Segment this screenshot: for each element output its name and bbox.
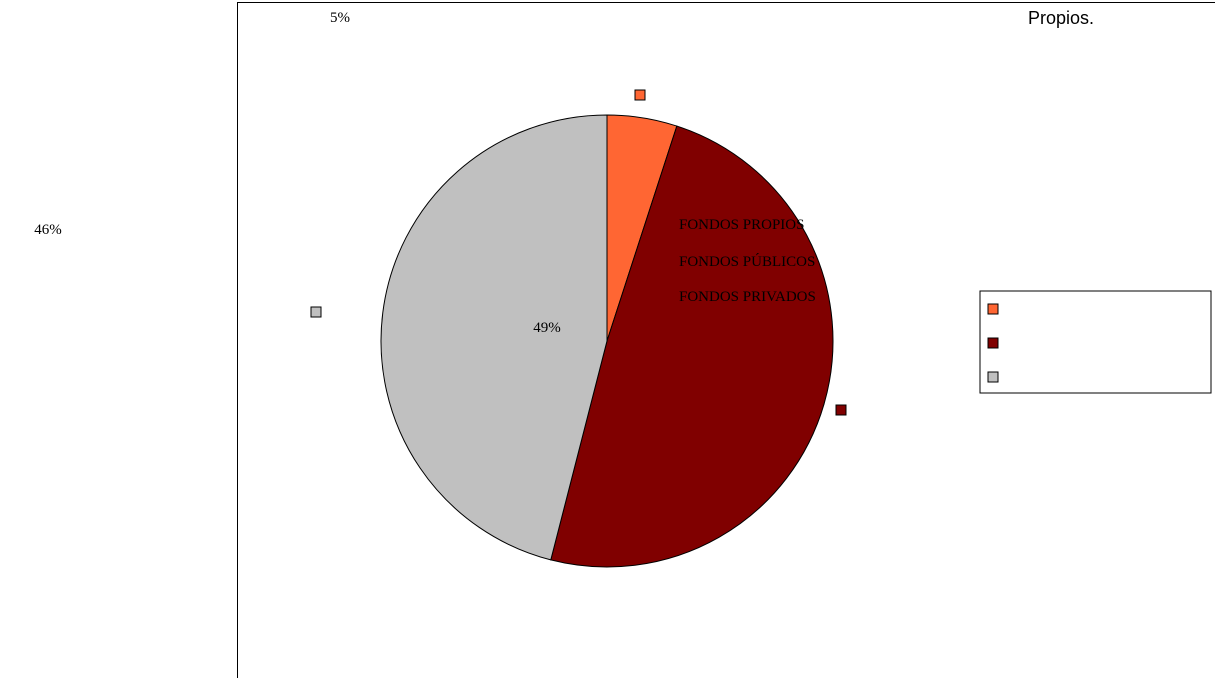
legend [979,290,1212,394]
data-label-0: 5% [330,10,350,26]
pie-slices [380,114,834,568]
series-name-0: FONDOS PROPIOS [679,217,804,233]
legend-swatch-1 [987,337,999,349]
data-label-1: 49% [533,320,561,336]
chart-title: Propios. [1028,8,1094,28]
slice-marker-2 [310,306,322,318]
data-label-2: 46% [34,222,62,238]
pie-slice-2 [380,114,608,561]
chart-frame [237,2,1215,678]
slice-marker-1 [835,404,847,416]
slice-marker-0 [634,89,646,101]
legend-swatch-2 [987,371,999,383]
series-name-labels: FONDOS PROPIOS FONDOS PÚBLICOS FONDOS PRIV… [679,217,816,305]
series-name-1: FONDOS PÚBLICOS [679,253,815,270]
legend-box [979,290,1212,394]
series-name-2: FONDOS PRIVADOS [679,289,816,305]
data-labels: 5% 49% 46% [34,10,847,416]
legend-swatch-0 [987,303,999,315]
pie-slice-1 [550,125,834,568]
